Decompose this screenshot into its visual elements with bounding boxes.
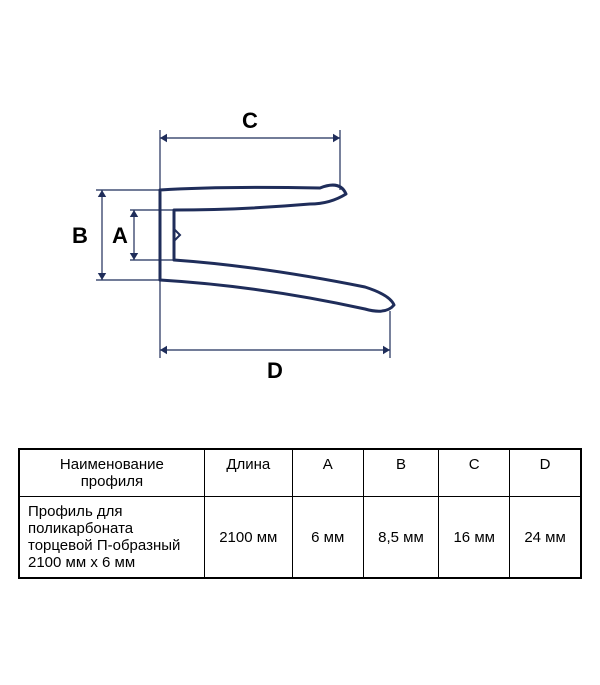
col-d: D (510, 449, 581, 497)
profile-diagram: C D BA (40, 60, 560, 420)
svg-text:A: A (112, 223, 128, 248)
col-b: B (363, 449, 439, 497)
table-row: Профиль для поликарбоната торцевой П-обр… (19, 497, 581, 579)
col-length: Длина (204, 449, 292, 497)
svg-text:B: B (72, 223, 88, 248)
svg-text:D: D (267, 358, 283, 383)
spec-table: Наименование профиля Длина A B C D Профи… (18, 448, 582, 579)
cell-length: 2100 мм (204, 497, 292, 579)
table-header-row: Наименование профиля Длина A B C D (19, 449, 581, 497)
col-name: Наименование профиля (19, 449, 204, 497)
cell-a: 6 мм (292, 497, 363, 579)
col-a: A (292, 449, 363, 497)
cell-d: 24 мм (510, 497, 581, 579)
col-c: C (439, 449, 510, 497)
svg-text:C: C (242, 108, 258, 133)
cell-c: 16 мм (439, 497, 510, 579)
cell-name: Профиль для поликарбоната торцевой П-обр… (19, 497, 204, 579)
cell-b: 8,5 мм (363, 497, 439, 579)
